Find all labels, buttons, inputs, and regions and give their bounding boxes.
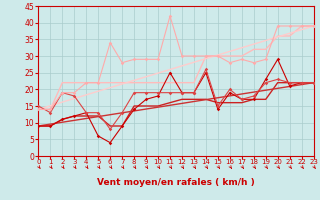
X-axis label: Vent moyen/en rafales ( km/h ): Vent moyen/en rafales ( km/h ): [97, 178, 255, 187]
